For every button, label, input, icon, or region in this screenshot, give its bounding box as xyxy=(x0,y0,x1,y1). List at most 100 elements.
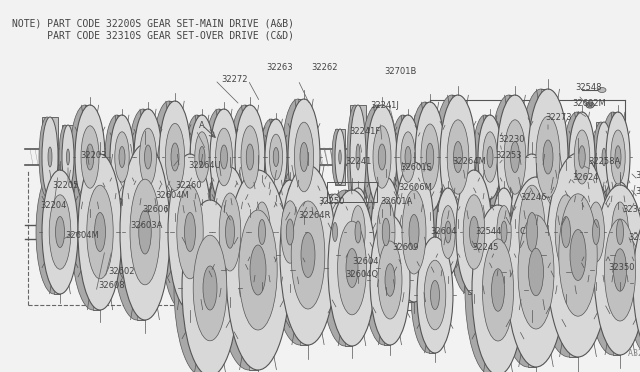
Ellipse shape xyxy=(487,147,493,167)
Ellipse shape xyxy=(270,180,300,284)
Ellipse shape xyxy=(561,217,570,247)
Polygon shape xyxy=(245,105,250,209)
Polygon shape xyxy=(183,154,190,310)
Ellipse shape xyxy=(518,215,554,329)
Ellipse shape xyxy=(226,170,290,370)
Ellipse shape xyxy=(87,185,113,279)
Text: 32272: 32272 xyxy=(221,76,248,84)
Ellipse shape xyxy=(282,99,314,215)
Polygon shape xyxy=(569,153,578,357)
Polygon shape xyxy=(219,109,224,205)
Polygon shape xyxy=(325,194,345,270)
Ellipse shape xyxy=(483,239,514,341)
Text: 32352: 32352 xyxy=(628,234,640,243)
Ellipse shape xyxy=(542,170,578,294)
Polygon shape xyxy=(137,144,145,320)
Ellipse shape xyxy=(511,141,520,173)
Ellipse shape xyxy=(528,89,568,225)
Text: 32205: 32205 xyxy=(52,180,78,189)
Ellipse shape xyxy=(627,211,640,355)
Text: 32601S: 32601S xyxy=(400,164,432,173)
Ellipse shape xyxy=(333,222,337,241)
Ellipse shape xyxy=(501,221,507,243)
Ellipse shape xyxy=(235,105,265,209)
Text: 32624: 32624 xyxy=(572,173,598,183)
Ellipse shape xyxy=(614,249,627,291)
Ellipse shape xyxy=(356,144,360,170)
Polygon shape xyxy=(42,117,58,197)
Polygon shape xyxy=(345,190,352,346)
Ellipse shape xyxy=(519,185,545,279)
Text: 32245: 32245 xyxy=(472,244,499,253)
Text: 32548: 32548 xyxy=(575,83,602,93)
Text: A322 (0.5: A322 (0.5 xyxy=(628,349,640,358)
Ellipse shape xyxy=(56,217,65,247)
Ellipse shape xyxy=(529,248,543,296)
Text: 32701: 32701 xyxy=(635,187,640,196)
Ellipse shape xyxy=(478,115,502,199)
Ellipse shape xyxy=(587,185,639,355)
Ellipse shape xyxy=(95,212,106,251)
Ellipse shape xyxy=(332,129,342,185)
Ellipse shape xyxy=(536,116,560,198)
Text: 32264R: 32264R xyxy=(298,211,330,219)
Ellipse shape xyxy=(378,144,386,170)
Text: 32606M: 32606M xyxy=(398,183,432,192)
Ellipse shape xyxy=(219,193,241,271)
Text: 32608: 32608 xyxy=(98,280,125,289)
Ellipse shape xyxy=(112,144,162,320)
Ellipse shape xyxy=(470,217,479,247)
Ellipse shape xyxy=(161,154,205,310)
Polygon shape xyxy=(384,215,390,345)
Polygon shape xyxy=(443,188,448,276)
Ellipse shape xyxy=(48,147,52,167)
Ellipse shape xyxy=(62,125,74,189)
Text: 32350: 32350 xyxy=(608,263,634,273)
Polygon shape xyxy=(468,170,474,294)
Ellipse shape xyxy=(305,194,325,270)
Polygon shape xyxy=(143,109,148,205)
Text: 32601A: 32601A xyxy=(380,198,412,206)
Ellipse shape xyxy=(272,165,328,345)
Ellipse shape xyxy=(582,182,610,282)
Ellipse shape xyxy=(577,182,605,282)
Ellipse shape xyxy=(301,232,315,278)
Ellipse shape xyxy=(426,143,434,171)
Ellipse shape xyxy=(543,140,553,174)
Ellipse shape xyxy=(130,179,160,285)
Ellipse shape xyxy=(120,144,170,320)
Ellipse shape xyxy=(450,170,486,294)
Ellipse shape xyxy=(503,154,547,310)
Ellipse shape xyxy=(195,132,209,182)
Polygon shape xyxy=(202,200,210,372)
Text: 32241B: 32241B xyxy=(635,170,640,180)
Ellipse shape xyxy=(415,102,445,212)
Polygon shape xyxy=(452,95,458,219)
Ellipse shape xyxy=(193,235,227,341)
Ellipse shape xyxy=(441,206,455,259)
Ellipse shape xyxy=(346,248,358,288)
Ellipse shape xyxy=(139,210,151,254)
Text: 32246: 32246 xyxy=(520,193,547,202)
Polygon shape xyxy=(485,115,490,199)
Ellipse shape xyxy=(487,188,511,276)
Ellipse shape xyxy=(602,148,606,166)
Ellipse shape xyxy=(454,141,463,173)
Polygon shape xyxy=(224,167,230,297)
Ellipse shape xyxy=(225,216,234,248)
Polygon shape xyxy=(591,182,596,282)
Ellipse shape xyxy=(216,128,232,186)
Ellipse shape xyxy=(346,188,370,276)
Ellipse shape xyxy=(286,219,294,245)
Ellipse shape xyxy=(371,177,401,287)
Ellipse shape xyxy=(569,112,595,202)
Ellipse shape xyxy=(411,237,447,353)
Ellipse shape xyxy=(440,95,476,219)
Ellipse shape xyxy=(377,199,395,265)
Ellipse shape xyxy=(129,109,157,205)
Polygon shape xyxy=(613,112,618,202)
Ellipse shape xyxy=(165,124,184,190)
Ellipse shape xyxy=(387,162,427,302)
Ellipse shape xyxy=(601,182,629,282)
Ellipse shape xyxy=(504,120,526,194)
